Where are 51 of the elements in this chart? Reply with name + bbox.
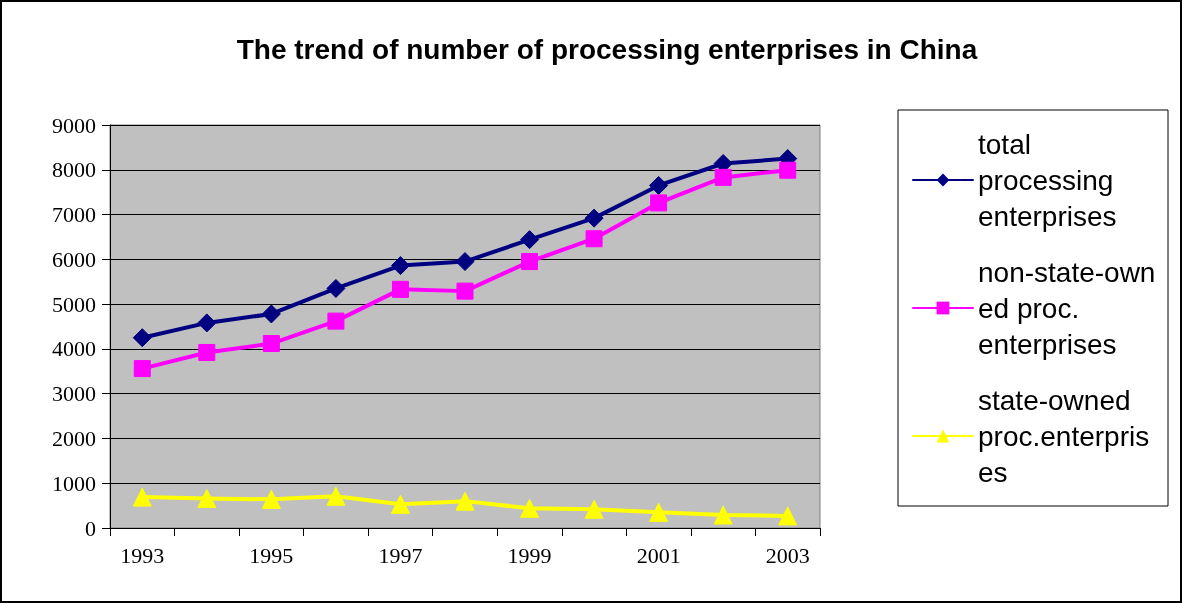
point (649, 175, 669, 195)
point (713, 505, 733, 525)
point (326, 486, 346, 506)
legend-label: total processing enterprises (978, 128, 1122, 232)
y-tick-label: 3000 (52, 381, 96, 407)
point (262, 335, 280, 353)
legend-label: state-owned proc.enterprises (978, 384, 1150, 488)
y-tick-label: 9000 (52, 112, 96, 138)
y-tick-label: 2000 (52, 425, 96, 451)
point (327, 312, 345, 330)
point (520, 230, 540, 250)
point (261, 304, 281, 324)
y-tick-label: 6000 (52, 246, 96, 272)
y-tick-label: 5000 (52, 291, 96, 317)
point (132, 328, 152, 348)
point (520, 498, 540, 518)
point (390, 256, 410, 276)
point (390, 494, 410, 514)
point (456, 282, 474, 300)
x-tick-label: 1993 (120, 542, 165, 568)
y-tick-label: 0 (85, 515, 96, 541)
point (261, 489, 281, 509)
x-tick-label: 1999 (507, 542, 552, 568)
chart-title: The trend of number of processing enterprises in China (236, 33, 978, 65)
point (584, 499, 604, 519)
x-tick-label: 1997 (378, 542, 423, 568)
point (714, 168, 732, 186)
point (197, 488, 217, 508)
point (455, 252, 475, 272)
legend-label: non-state-owned proc. enterprises (978, 256, 1156, 360)
y-tick-label: 7000 (52, 202, 96, 228)
y-tick-label: 8000 (52, 157, 96, 183)
point (778, 506, 798, 526)
point (132, 487, 152, 507)
point (391, 280, 409, 298)
point (584, 208, 604, 228)
x-tick-label: 2003 (765, 542, 810, 568)
point (779, 161, 797, 179)
point (197, 313, 217, 333)
point (521, 253, 539, 271)
y-tick-label: 4000 (52, 336, 96, 362)
x-tick-label: 1995 (249, 542, 294, 568)
point (455, 491, 475, 511)
x-tick-label: 2001 (636, 542, 681, 568)
y-tick-label: 1000 (52, 470, 96, 496)
point (585, 230, 603, 248)
point (650, 194, 668, 212)
point (326, 278, 346, 298)
point (649, 502, 669, 522)
point (133, 360, 151, 378)
point (198, 343, 216, 361)
